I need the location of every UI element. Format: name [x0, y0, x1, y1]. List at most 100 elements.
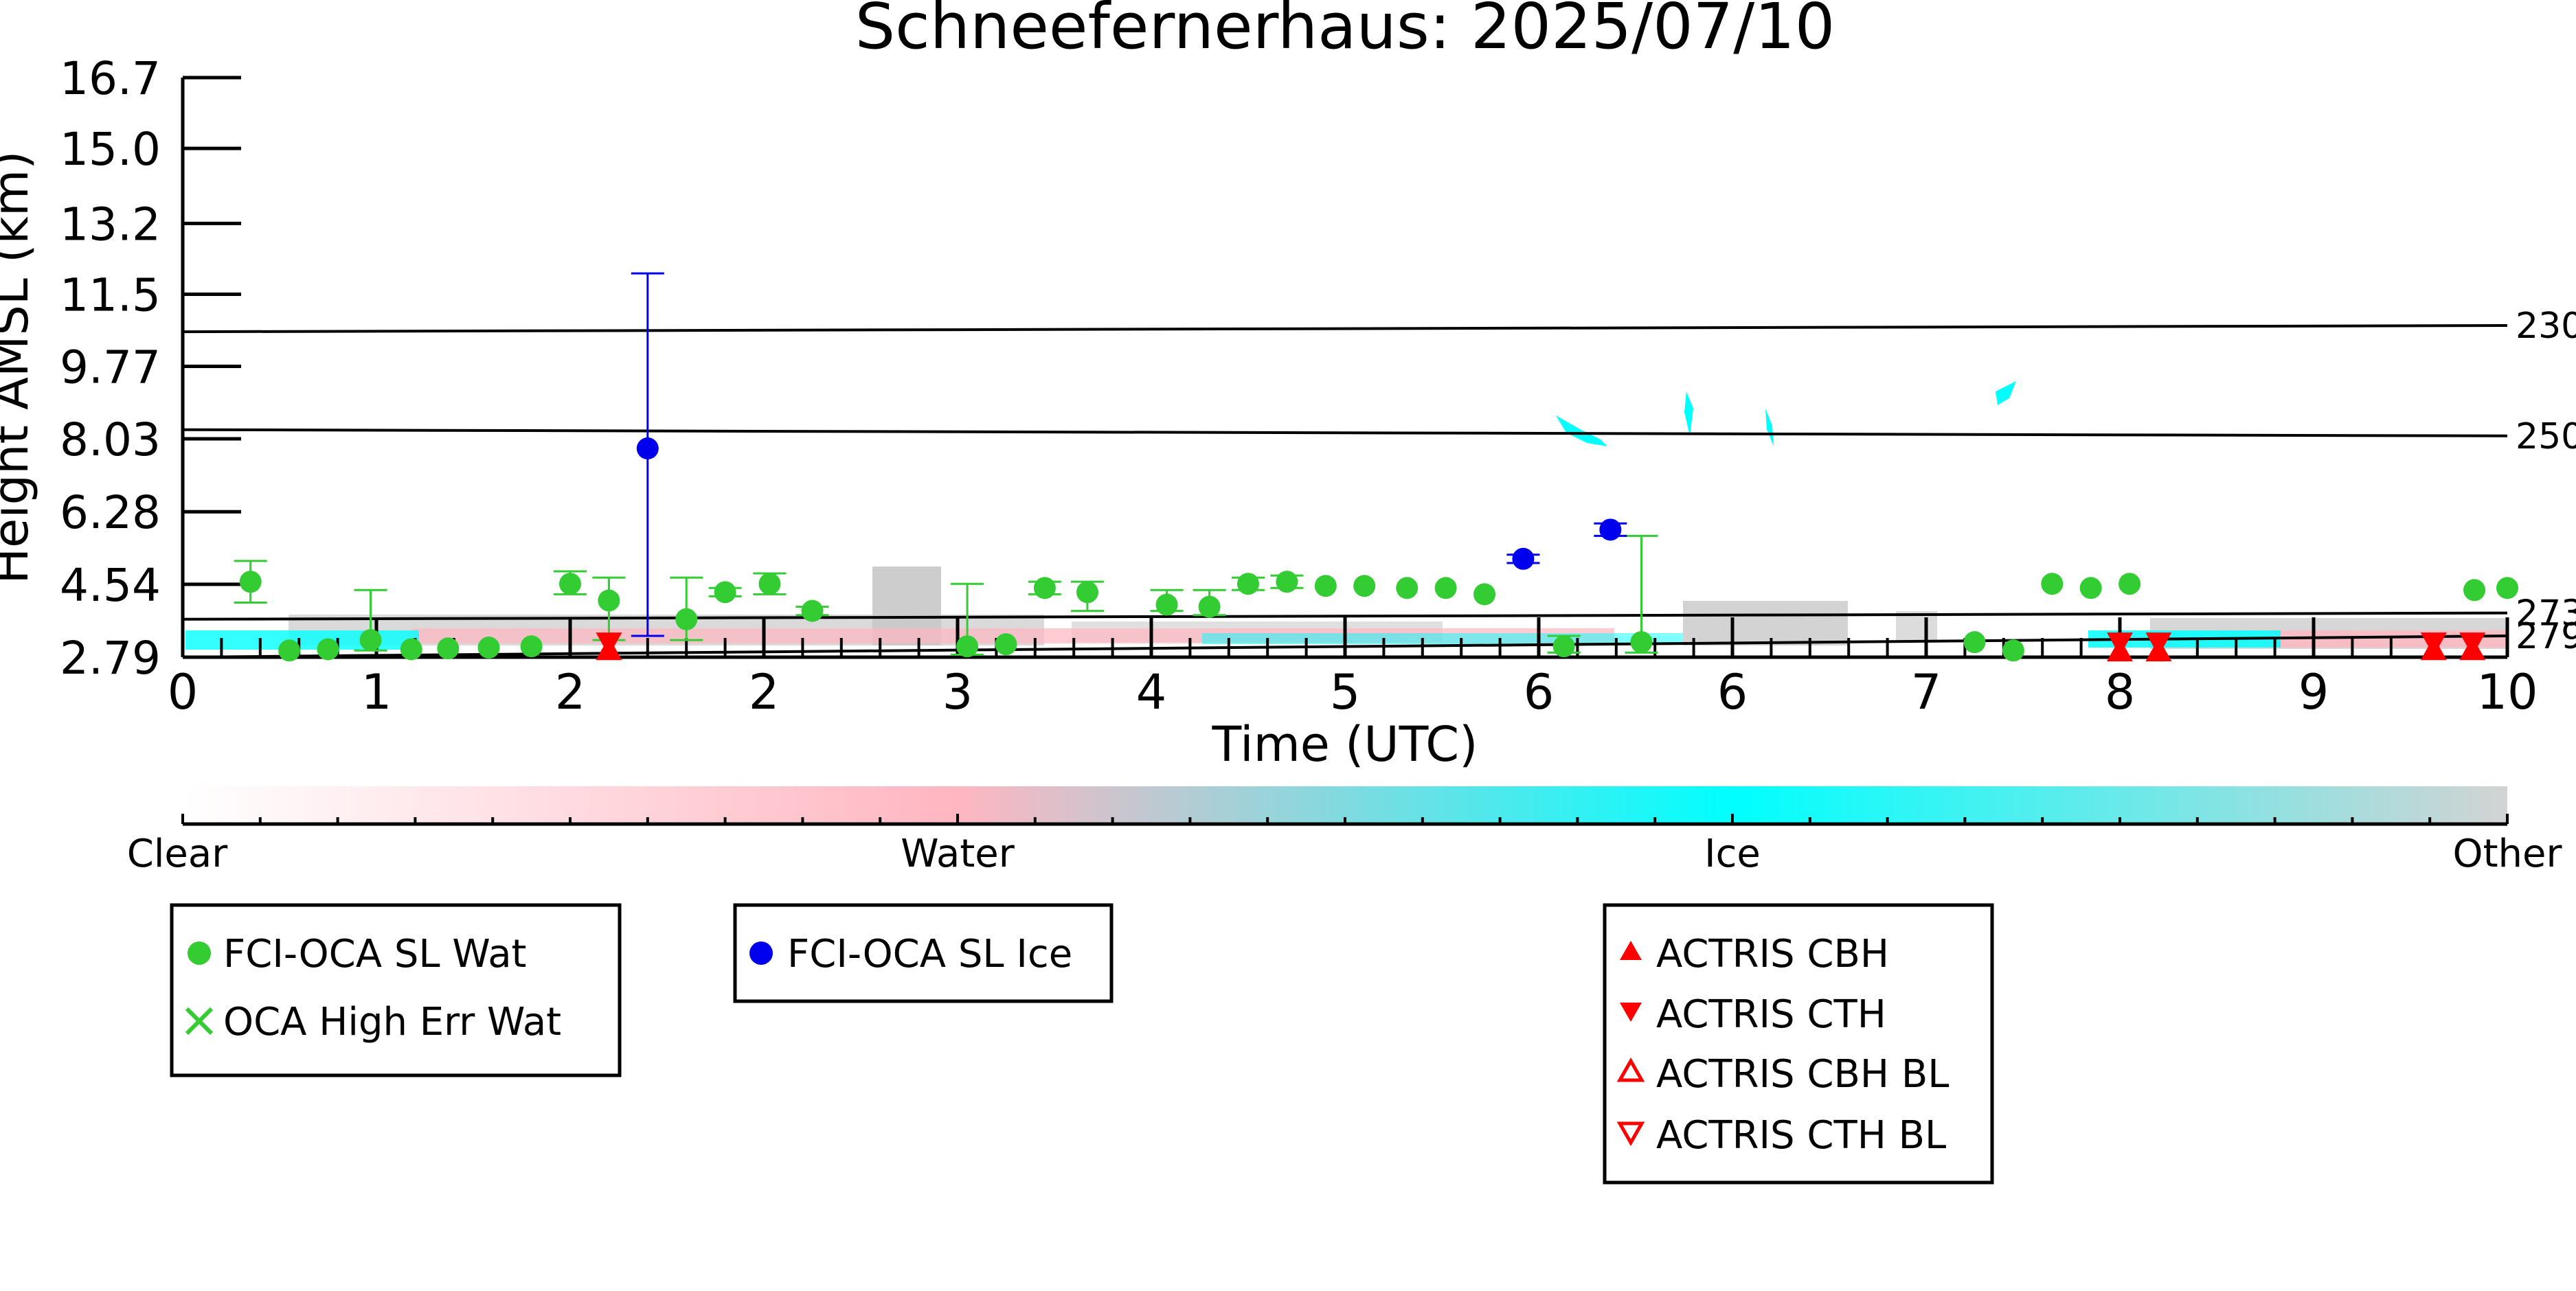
colorbar-label-ice: Ice: [1704, 832, 1761, 876]
point-fci-oca-sl-ice: [1512, 547, 1535, 570]
cirrus-cyan: [1996, 381, 2016, 405]
point-fci-oca-sl-wat: [2002, 639, 2024, 662]
point-fci-oca-sl-wat: [239, 571, 262, 593]
point-fci-oca-sl-wat: [1237, 573, 1259, 595]
point-fci-oca-sl-wat: [1630, 631, 1653, 654]
point-fci-oca-sl-wat: [1353, 575, 1376, 597]
x-tick-label: 10: [2476, 664, 2538, 720]
point-fci-oca-sl-wat: [801, 599, 824, 622]
legend-marker-actris-cbh: [1620, 941, 1642, 960]
point-fci-oca-sl-wat: [1276, 571, 1298, 593]
x-tick-label: 2: [749, 664, 780, 720]
point-actris-cth: [2145, 632, 2172, 656]
legend-label: ACTRIS CBH: [1656, 932, 1889, 976]
cirrus-cyan: [1684, 391, 1693, 436]
x-tick-label: 3: [942, 664, 973, 720]
point-fci-oca-sl-wat: [477, 637, 500, 659]
point-fci-oca-sl-wat: [317, 638, 339, 661]
x-tick-label: 7: [1911, 664, 1942, 720]
colorbar-label-water: Water: [901, 832, 1015, 876]
x-tick-label: 1: [361, 664, 392, 720]
y-tick-label: 13.2: [60, 198, 161, 251]
y-axis-label: Height AMSL (km): [0, 151, 39, 584]
isotherm-line: [182, 428, 2508, 437]
legend-label: ACTRIS CBH BL: [1656, 1052, 1949, 1097]
y-tick-label: 16.7: [60, 52, 161, 105]
cloud-classification-background: [185, 381, 2507, 650]
point-fci-oca-sl-ice: [636, 437, 659, 460]
legend-water: FCI-OCA SL Wat OCA High Err Wat: [170, 903, 622, 1077]
point-fci-oca-sl-wat: [1473, 583, 1496, 606]
point-fci-oca-sl-wat: [400, 638, 422, 661]
legend-label: ACTRIS CTH: [1656, 992, 1886, 1037]
isotherm-label: 250: [2516, 416, 2576, 457]
cirrus-cyan: [1765, 409, 1774, 446]
colorbar-label-other: Other: [2452, 832, 2562, 876]
cirrus-cyan: [1556, 415, 1607, 446]
x-tick-label: 5: [1330, 664, 1361, 720]
point-actris-cth: [2107, 632, 2133, 656]
point-fci-oca-sl-wat: [2041, 573, 2064, 595]
classification-colorbar: Clear Water Ice Other: [127, 786, 2562, 876]
point-fci-oca-sl-wat: [2079, 577, 2102, 599]
point-fci-oca-sl-wat: [278, 639, 301, 662]
y-tick-label: 4.54: [60, 559, 161, 612]
point-fci-oca-sl-wat: [675, 608, 698, 630]
chart-title: Schneefernerhaus: 2025/07/10: [855, 0, 1835, 63]
x-tick-label: 6: [1524, 664, 1555, 720]
point-fci-oca-sl-wat: [520, 635, 543, 658]
legend-box: [1603, 903, 1994, 1185]
cloud-pixels-gray: [1896, 611, 1937, 642]
point-fci-oca-sl-wat: [2463, 579, 2486, 602]
point-fci-oca-sl-wat: [1076, 581, 1098, 604]
point-fci-oca-sl-wat: [1396, 577, 1419, 599]
legend-actris: ACTRIS CBH ACTRIS CTH ACTRIS CBH BL ACTR…: [1603, 903, 1994, 1185]
point-fci-oca-sl-ice: [1599, 518, 1622, 541]
cloud-pixels-cyan: [1202, 633, 1683, 644]
isotherm-label: 230: [2516, 306, 2576, 347]
point-fci-oca-sl-wat: [1552, 635, 1575, 658]
legend-marker-oca-high-err-wat: [185, 1007, 214, 1036]
y-tick-label: 2.79: [60, 632, 161, 685]
legend-marker-actris-cth: [1620, 1003, 1642, 1022]
isotherm-label: 273: [2516, 593, 2576, 635]
colorbar-label-clear: Clear: [127, 832, 228, 876]
x-tick-label: 4: [1136, 664, 1167, 720]
chart-axes: 2.79 4.54 6.28 8.03 9.77 11.5 13.2 15.0 16.7 0 1 2 2…: [60, 52, 2538, 720]
x-tick-label: 0: [168, 664, 199, 720]
y-tick-label: 9.77: [60, 341, 161, 393]
x-tick-label: 8: [2105, 664, 2136, 720]
legend-marker-actris-cbh-bl: [1616, 1057, 1645, 1082]
x-tick-label: 6: [1717, 664, 1748, 720]
point-fci-oca-sl-wat: [714, 581, 736, 604]
legend-box: [170, 903, 622, 1077]
y-tick-label: 8.03: [60, 413, 161, 466]
y-tick-label: 6.28: [60, 486, 161, 539]
cloud-pixels-gray: [1683, 601, 1848, 646]
point-fci-oca-sl-wat: [995, 633, 1017, 656]
point-fci-oca-sl-wat: [1033, 577, 1056, 599]
legend-label: OCA High Err Wat: [223, 1000, 561, 1044]
isotherm-label: 279: [2516, 616, 2576, 657]
point-fci-oca-sl-wat: [1963, 631, 1986, 654]
x-axis-label: Time (UTC): [1212, 716, 1478, 773]
legend-marker-fci-oca-sl-wat: [188, 941, 211, 965]
point-actris-cth: [2459, 632, 2486, 656]
point-fci-oca-sl-wat: [1314, 575, 1337, 597]
point-fci-oca-sl-wat: [758, 573, 781, 595]
isotherm-line: [182, 324, 2508, 334]
x-tick-label: 9: [2298, 664, 2329, 720]
point-fci-oca-sl-wat: [598, 589, 620, 612]
point-fci-oca-sl-wat: [2496, 577, 2518, 599]
colorbar-ticks: [181, 814, 2509, 824]
x-tick-label: 2: [555, 664, 586, 720]
point-fci-oca-sl-wat: [1155, 593, 1178, 616]
legend-box: [733, 903, 1114, 1003]
legend-ice: FCI-OCA SL Ice: [733, 903, 1114, 1003]
point-fci-oca-sl-wat: [359, 629, 382, 652]
point-fci-oca-sl-wat: [559, 573, 581, 595]
point-fci-oca-sl-wat: [1198, 595, 1221, 618]
point-fci-oca-sl-wat: [437, 637, 460, 660]
